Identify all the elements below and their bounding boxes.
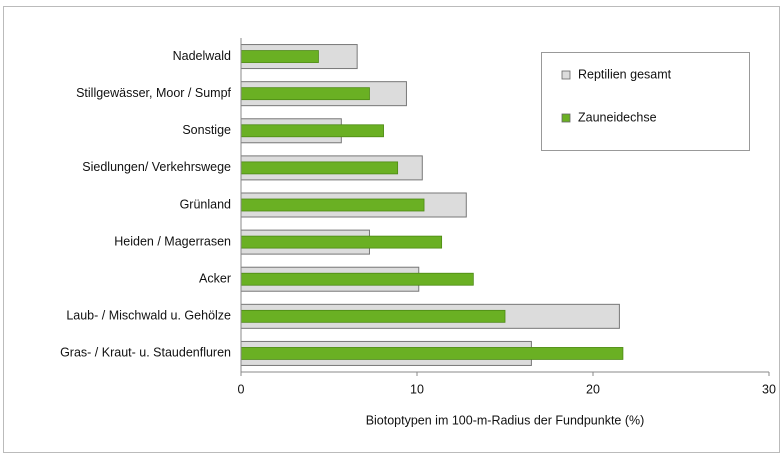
bar xyxy=(240,309,506,323)
x-axis-label: Biotoptypen im 100-m-Radius der Fundpunk… xyxy=(366,413,645,427)
x-tick-label: 20 xyxy=(586,382,600,396)
bar xyxy=(240,235,443,249)
y-tick-label: Sonstige xyxy=(182,123,231,137)
bar xyxy=(240,124,384,138)
y-tick-label: Grünland xyxy=(180,197,231,211)
x-tick-label: 0 xyxy=(238,382,245,396)
y-tick-label: Siedlungen/ Verkehrswege xyxy=(82,160,231,174)
y-tick-label: Stillgewässer, Moor / Sumpf xyxy=(76,86,231,100)
y-tick-label: Laub- / Mischwald u. Gehölze xyxy=(66,309,231,323)
legend-label: Zauneidechse xyxy=(578,110,657,124)
legend-swatch xyxy=(561,113,571,123)
bar xyxy=(240,198,425,212)
bar xyxy=(240,161,399,175)
y-tick-label: Nadelwald xyxy=(173,49,231,63)
y-tick-label: Gras- / Kraut- u. Staudenfluren xyxy=(60,346,231,360)
x-tick-label: 10 xyxy=(410,382,424,396)
x-tick-label: 30 xyxy=(762,382,776,396)
legend-label: Reptilien gesamt xyxy=(578,67,672,81)
legend-box xyxy=(541,52,750,151)
bar xyxy=(240,347,624,360)
y-tick-label: Heiden / Magerrasen xyxy=(114,234,231,248)
y-tick-label: Acker xyxy=(199,272,231,286)
legend-swatch xyxy=(561,70,571,80)
bar xyxy=(240,272,474,286)
bar xyxy=(240,50,319,63)
bar xyxy=(240,87,370,101)
